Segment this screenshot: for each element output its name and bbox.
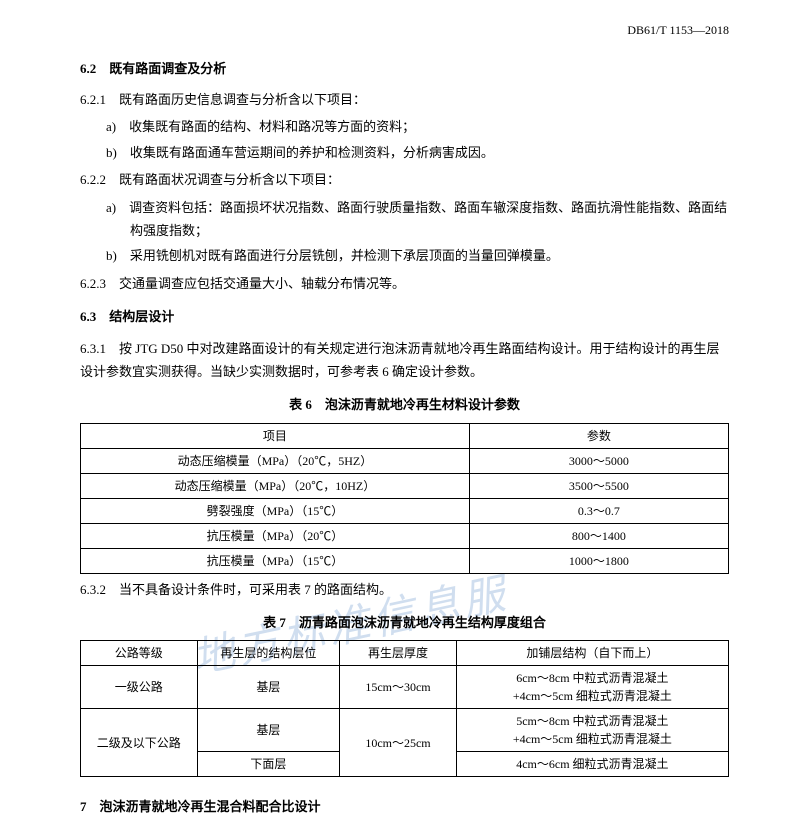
table-7: 公路等级 再生层的结构层位 再生层厚度 加铺层结构（自下而上） 一级公路 基层 … [80,640,729,777]
table-row: 劈裂强度（MPa）（15℃） 0.3～0.7 [81,498,729,523]
table-cell: 基层 [197,666,340,709]
section-num: 7 [80,799,87,814]
table-row: 公路等级 再生层的结构层位 再生层厚度 加铺层结构（自下而上） [81,641,729,666]
table-cell: 3000～5000 [469,448,728,473]
sub-item-a: a) 收集既有路面的结构、材料和路况等方面的资料； [80,115,729,138]
clause-num: 6.2.2 [80,172,106,187]
section-title: 结构层设计 [109,309,174,324]
table-header: 公路等级 [81,641,198,666]
section-7-heading: 7 泡沫沥青就地冷再生混合料配合比设计 [80,795,729,818]
cell-line: 5cm～8cm 中粒式沥青混凝土 [463,712,722,730]
table-cell: 800～1400 [469,523,728,548]
sub-item-b: b) 采用铣刨机对既有路面进行分层铣刨，并检测下承层顶面的当量回弹模量。 [80,244,729,267]
table-6: 项目 参数 动态压缩模量（MPa）（20℃，5HZ） 3000～5000 动态压… [80,423,729,574]
table-cell: 动态压缩模量（MPa）（20℃，5HZ） [81,448,470,473]
clause-num: 6.2.3 [80,276,106,291]
clause-num: 6.3.1 [80,341,106,356]
clause-text: 既有路面历史信息调查与分析含以下项目： [119,92,366,107]
clause-6-3-2: 6.3.2 当不具备设计条件时，可采用表 7 的路面结构。 [80,578,729,601]
section-title: 泡沫沥青就地冷再生混合料配合比设计 [100,799,321,814]
table-row: 项目 参数 [81,423,729,448]
table-header: 加铺层结构（自下而上） [456,641,728,666]
cell-line: 6cm～8cm 中粒式沥青混凝土 [463,669,722,687]
table-cell: 15cm～30cm [340,666,457,709]
table-row: 抗压模量（MPa）（20℃） 800～1400 [81,523,729,548]
clause-6-2-3: 6.2.3 交通量调查应包括交通量大小、轴载分布情况等。 [80,272,729,295]
clause-text: 交通量调查应包括交通量大小、轴载分布情况等。 [119,276,405,291]
section-6-3-heading: 6.3 结构层设计 [80,305,729,328]
clause-text: 按 JTG D50 中对改建路面设计的有关规定进行泡沫沥青就地冷再生路面结构设计… [80,341,720,379]
table-cell: 基层 [197,709,340,752]
table-row: 动态压缩模量（MPa）（20℃，10HZ） 3500～5500 [81,473,729,498]
section-num: 6.3 [80,309,96,324]
section-num: 6.2 [80,61,96,76]
section-title: 既有路面调查及分析 [109,61,226,76]
clause-text: 当不具备设计条件时，可采用表 7 的路面结构。 [119,582,392,597]
clause-num: 6.2.1 [80,92,106,107]
table-6-caption: 表 6 泡沫沥青就地冷再生材料设计参数 [80,393,729,416]
sub-item-a: a) 调查资料包括：路面损坏状况指数、路面行驶质量指数、路面车辙深度指数、路面抗… [80,196,729,243]
table-cell: 劈裂强度（MPa）（15℃） [81,498,470,523]
table-header: 项目 [81,423,470,448]
document-content: DB61/T 1153—2018 6.2 既有路面调查及分析 6.2.1 既有路… [80,20,729,819]
clause-6-2-1: 6.2.1 既有路面历史信息调查与分析含以下项目： [80,88,729,111]
table-header: 再生层厚度 [340,641,457,666]
table-cell: 二级及以下公路 [81,709,198,777]
table-7-caption: 表 7 沥青路面泡沫沥青就地冷再生结构厚度组合 [80,611,729,634]
table-cell: 一级公路 [81,666,198,709]
clause-num: 6.3.2 [80,582,106,597]
table-cell: 3500～5500 [469,473,728,498]
table-row: 抗压模量（MPa）（15℃） 1000～1800 [81,548,729,573]
table-cell: 10cm～25cm [340,709,457,777]
cell-line: +4cm～5cm 细粒式沥青混凝土 [463,687,722,705]
table-cell: 0.3～0.7 [469,498,728,523]
table-cell: 5cm～8cm 中粒式沥青混凝土 +4cm～5cm 细粒式沥青混凝土 [456,709,728,752]
table-row: 二级及以下公路 基层 10cm～25cm 5cm～8cm 中粒式沥青混凝土 +4… [81,709,729,752]
table-cell: 4cm～6cm 细粒式沥青混凝土 [456,752,728,777]
clause-6-2-2: 6.2.2 既有路面状况调查与分析含以下项目： [80,168,729,191]
document-code: DB61/T 1153—2018 [80,20,729,42]
table-cell: 下面层 [197,752,340,777]
table-header: 再生层的结构层位 [197,641,340,666]
table-row: 动态压缩模量（MPa）（20℃，5HZ） 3000～5000 [81,448,729,473]
table-cell: 6cm～8cm 中粒式沥青混凝土 +4cm～5cm 细粒式沥青混凝土 [456,666,728,709]
section-6-2-heading: 6.2 既有路面调查及分析 [80,57,729,80]
table-cell: 抗压模量（MPa）（20℃） [81,523,470,548]
table-row: 一级公路 基层 15cm～30cm 6cm～8cm 中粒式沥青混凝土 +4cm～… [81,666,729,709]
clause-text: 既有路面状况调查与分析含以下项目： [119,172,340,187]
table-header: 参数 [469,423,728,448]
table-cell: 抗压模量（MPa）（15℃） [81,548,470,573]
sub-item-b: b) 收集既有路面通车营运期间的养护和检测资料，分析病害成因。 [80,141,729,164]
table-cell: 1000～1800 [469,548,728,573]
clause-6-3-1: 6.3.1 按 JTG D50 中对改建路面设计的有关规定进行泡沫沥青就地冷再生… [80,337,729,384]
table-cell: 动态压缩模量（MPa）（20℃，10HZ） [81,473,470,498]
cell-line: +4cm～5cm 细粒式沥青混凝土 [463,730,722,748]
